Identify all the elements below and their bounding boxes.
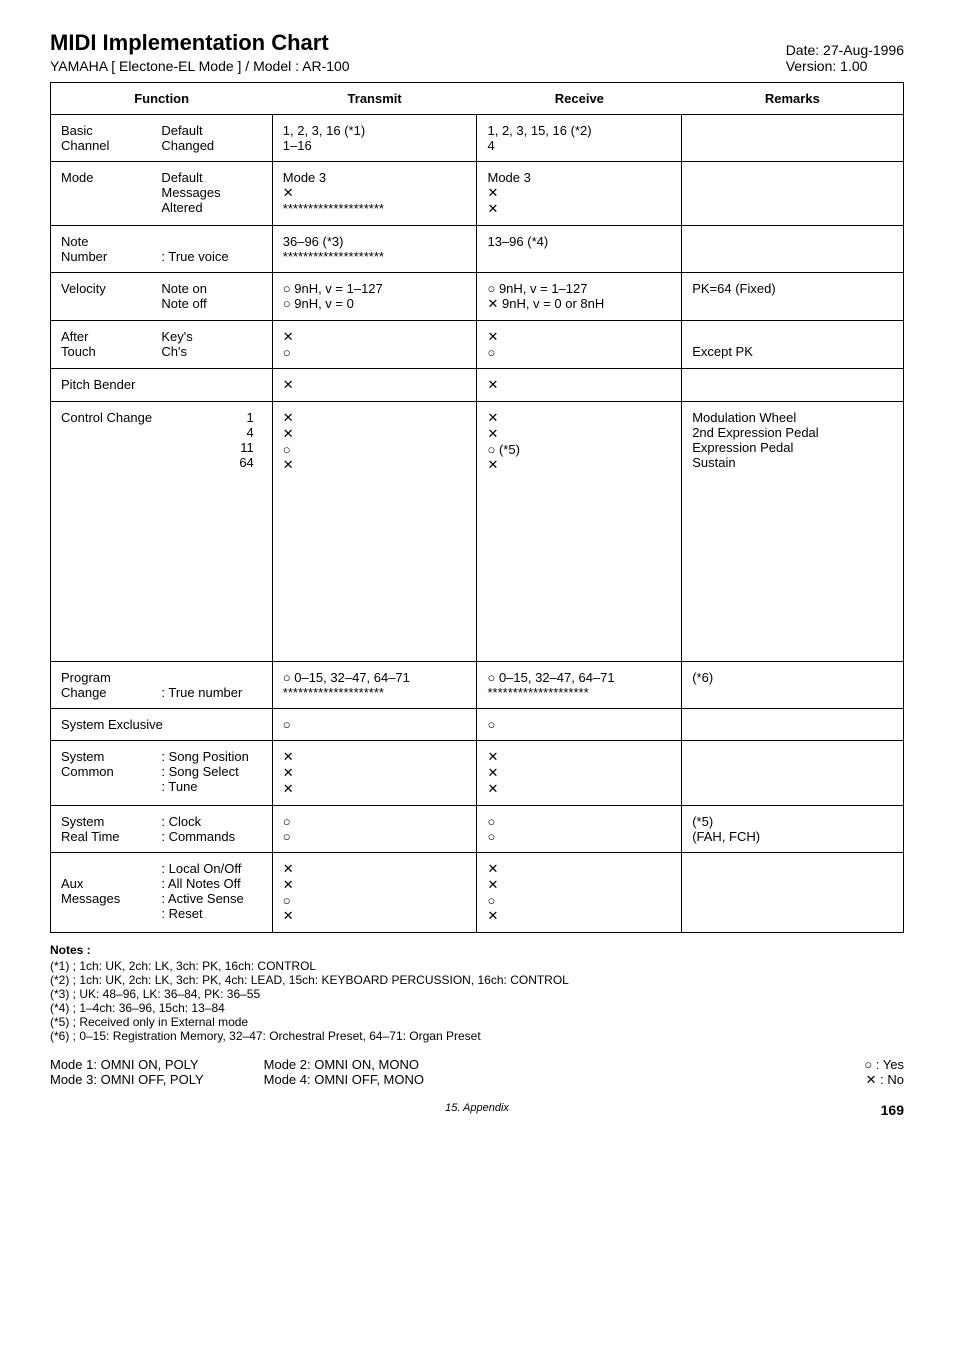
- col-remarks: Remarks: [682, 83, 904, 115]
- mode-label: Mode 2: OMNI ON, MONO: [264, 1057, 424, 1072]
- cell: : Song Position: Song Select: Tune: [161, 749, 261, 794]
- cell: Pitch Bender: [61, 377, 262, 392]
- col-transmit: Transmit: [272, 83, 477, 115]
- cell: DefaultMessagesAltered: [161, 170, 261, 215]
- legend-yes: ○ : Yes: [864, 1057, 904, 1072]
- cell: AuxMessages: [61, 861, 161, 921]
- cell: ○○: [487, 814, 671, 844]
- cell: ✕○: [487, 329, 671, 360]
- table-row: Control Change141164 ✕✕○✕ ✕✕○ (*5)✕ Modu…: [51, 402, 904, 662]
- cell: ○ 9nH, v = 1–127✕ 9nH, v = 0 or 8nH: [487, 281, 671, 312]
- header: MIDI Implementation Chart YAMAHA [ Elect…: [50, 30, 904, 74]
- cell: ○: [283, 717, 467, 732]
- cell: ○○: [283, 814, 467, 844]
- cell: DefaultChanged: [161, 123, 261, 153]
- table-row: VelocityNote onNote off ○ 9nH, v = 1–127…: [51, 273, 904, 321]
- cell: ○: [487, 717, 671, 732]
- table-row: Pitch Bender ✕ ✕: [51, 369, 904, 402]
- table-row: AfterTouchKey'sCh's ✕○ ✕○ Except PK: [51, 321, 904, 369]
- cell: : True voice: [161, 234, 261, 264]
- cell: [692, 377, 893, 392]
- midi-chart-table: Function Transmit Receive Remarks BasicC…: [50, 82, 904, 933]
- cell: ✕✕○✕: [283, 410, 467, 473]
- cell: ○ 9nH, v = 1–127○ 9nH, v = 0: [283, 281, 467, 311]
- table-row: ModeDefaultMessagesAltered Mode 3✕******…: [51, 162, 904, 226]
- cell: Mode 3✕✕: [487, 170, 671, 217]
- cell: Modulation Wheel2nd Expression PedalExpr…: [692, 410, 893, 470]
- cell: BasicChannel: [61, 123, 161, 153]
- cell: SystemReal Time: [61, 814, 161, 844]
- mode-label: Mode 1: OMNI ON, POLY: [50, 1057, 204, 1072]
- cell: ○ 0–15, 32–47, 64–71********************: [487, 670, 671, 700]
- table-row: NoteNumber : True voice 36–96 (*3)******…: [51, 226, 904, 273]
- date-label: Date: 27-Aug-1996: [786, 42, 904, 58]
- note-line: (*4) ; 1–4ch: 36–96, 15ch: 13–84: [50, 1001, 904, 1015]
- table-row: SystemReal Time: Clock: Commands ○○ ○○ (…: [51, 806, 904, 853]
- cell: [692, 170, 893, 185]
- table-row: AuxMessages: Local On/Off: All Notes Off…: [51, 853, 904, 933]
- cell: ✕✕✕: [487, 749, 671, 797]
- cell: Note onNote off: [161, 281, 261, 311]
- page-footer: 15. Appendix 169: [50, 1102, 904, 1114]
- cell: ✕: [487, 377, 671, 393]
- section-label: 15. Appendix: [445, 1102, 509, 1114]
- cell: (*5)(FAH, FCH): [692, 814, 893, 844]
- table-row: SystemCommon: Song Position: Song Select…: [51, 741, 904, 806]
- cell: NoteNumber: [61, 234, 161, 264]
- cell: ✕: [283, 377, 467, 393]
- cell: : Clock: Commands: [161, 814, 261, 844]
- cell: 36–96 (*3)********************: [283, 234, 467, 264]
- version-label: Version: 1.00: [786, 58, 904, 74]
- note-line: (*5) ; Received only in External mode: [50, 1015, 904, 1029]
- cell: 141164: [157, 410, 261, 470]
- page-subtitle: YAMAHA [ Electone-EL Mode ] / Model : AR…: [50, 58, 350, 74]
- cell: ✕✕○✕: [487, 861, 671, 924]
- mode-label: Mode 3: OMNI OFF, POLY: [50, 1072, 204, 1087]
- cell: ○ 0–15, 32–47, 64–71********************: [283, 670, 467, 700]
- col-receive: Receive: [477, 83, 682, 115]
- cell: [692, 234, 893, 249]
- cell: 1, 2, 3, 15, 16 (*2)4: [487, 123, 671, 153]
- cell: 13–96 (*4): [487, 234, 671, 249]
- notes-title: Notes :: [50, 943, 904, 957]
- legend-no: ✕ : No: [864, 1072, 904, 1088]
- cell: 1, 2, 3, 16 (*1)1–16: [283, 123, 467, 153]
- col-function: Function: [51, 83, 273, 115]
- note-line: (*3) ; UK: 48–96, LK: 36–84, PK: 36–55: [50, 987, 904, 1001]
- cell: (*6): [692, 670, 893, 685]
- cell: [692, 123, 893, 138]
- cell: Velocity: [61, 281, 161, 311]
- note-line: (*2) ; 1ch: UK, 2ch: LK, 3ch: PK, 4ch: L…: [50, 973, 904, 987]
- table-row: System Exclusive ○ ○: [51, 709, 904, 741]
- cell: PK=64 (Fixed): [692, 281, 893, 296]
- cell: : Local On/Off: All Notes Off: Active Se…: [161, 861, 261, 921]
- cell: Mode: [61, 170, 161, 215]
- cell: AfterTouch: [61, 329, 161, 359]
- cell: ✕✕○ (*5)✕: [487, 410, 671, 473]
- cell: : True number: [161, 670, 261, 700]
- page-number: 169: [881, 1102, 904, 1118]
- page-title: MIDI Implementation Chart: [50, 30, 350, 56]
- cell: [692, 749, 893, 764]
- table-row: BasicChannelDefaultChanged 1, 2, 3, 16 (…: [51, 115, 904, 162]
- cell: System Exclusive: [61, 717, 262, 732]
- cell: [692, 861, 893, 876]
- cell: ✕○: [283, 329, 467, 360]
- cell: Key'sCh's: [161, 329, 261, 359]
- footer: Mode 1: OMNI ON, POLY Mode 3: OMNI OFF, …: [50, 1057, 904, 1088]
- cell: Except PK: [692, 329, 893, 359]
- cell: Control Change: [61, 410, 157, 470]
- mode-label: Mode 4: OMNI OFF, MONO: [264, 1072, 424, 1087]
- note-line: (*1) ; 1ch: UK, 2ch: LK, 3ch: PK, 16ch: …: [50, 959, 904, 973]
- cell: [692, 717, 893, 732]
- cell: ✕✕✕: [283, 749, 467, 797]
- cell: SystemCommon: [61, 749, 161, 794]
- cell: Mode 3✕********************: [283, 170, 467, 216]
- cell: ProgramChange: [61, 670, 161, 700]
- note-line: (*6) ; 0–15: Registration Memory, 32–47:…: [50, 1029, 904, 1043]
- notes-block: Notes : (*1) ; 1ch: UK, 2ch: LK, 3ch: PK…: [50, 943, 904, 1043]
- table-row: ProgramChange : True number ○ 0–15, 32–4…: [51, 662, 904, 709]
- cell: ✕✕○✕: [283, 861, 467, 924]
